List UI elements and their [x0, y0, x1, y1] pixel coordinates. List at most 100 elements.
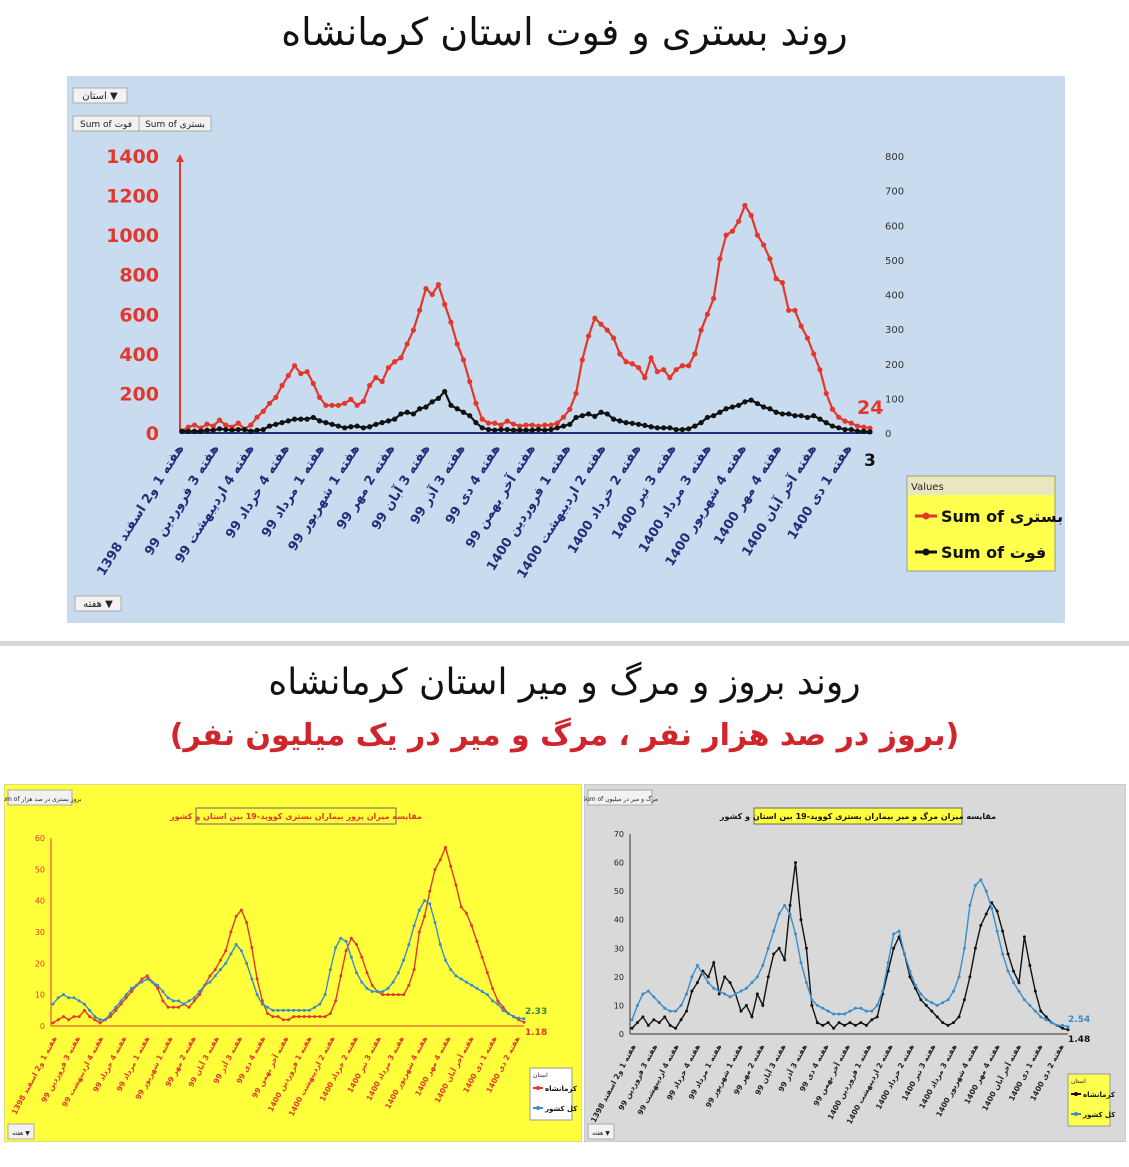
series-country-point — [271, 1008, 275, 1012]
series-country-point — [903, 952, 906, 956]
series-country-point — [218, 968, 222, 972]
series-death-point — [767, 406, 773, 412]
legend-swatch-marker — [536, 1086, 540, 1090]
series-death-point — [417, 406, 423, 412]
series-hospitalization-point — [617, 351, 623, 357]
series-kermanshah-point — [815, 1021, 819, 1025]
series-kermanshah-point — [957, 1015, 961, 1019]
series-country-point — [962, 946, 966, 950]
series-death-point — [517, 427, 523, 433]
legend-item-label: کل کشور — [1082, 1111, 1116, 1119]
legend-title: استان — [1071, 1078, 1086, 1085]
series-hospitalization-point — [423, 285, 429, 292]
series-country-point — [739, 989, 743, 993]
series-kermanshah-point — [984, 912, 988, 916]
series-death-point — [385, 418, 391, 424]
series-kermanshah-point — [1022, 935, 1026, 939]
series-country-point — [140, 980, 144, 984]
series-country-point — [630, 1018, 634, 1022]
series-country-point — [755, 975, 759, 979]
series-hospitalization-point — [773, 276, 779, 282]
series-country-point — [1055, 1023, 1059, 1027]
series-kermanshah-point — [728, 981, 732, 985]
series-country-point — [386, 986, 390, 990]
series-kermanshah-point — [438, 858, 442, 862]
legend — [529, 1067, 573, 1121]
series-kermanshah-point — [799, 918, 803, 922]
series-kermanshah-point — [234, 914, 238, 918]
series-death-point — [617, 418, 623, 424]
y-tick-label: 60 — [35, 834, 45, 843]
series-hospitalization-point — [623, 359, 629, 365]
series-kermanshah-point — [706, 975, 710, 979]
series-death-point — [260, 426, 266, 433]
series-country-point — [517, 1016, 521, 1020]
series-country-point — [360, 980, 364, 984]
y-tick-label: 30 — [35, 928, 45, 937]
field-button[interactable] — [7, 789, 73, 806]
series-kermanshah-point — [119, 1002, 123, 1006]
series-country-point — [485, 993, 489, 997]
series-country-point — [433, 921, 437, 925]
series-country-point — [292, 1008, 296, 1012]
series-kermanshah-point — [522, 1020, 526, 1024]
field-button[interactable] — [587, 789, 653, 806]
series-kermanshah-point — [794, 861, 797, 865]
chart-title-box — [195, 807, 397, 825]
series-country-point — [93, 1015, 97, 1019]
chart1-title: روند بستری و فوت استان کرمانشاه — [281, 10, 848, 54]
chart2-section-title: روند بروز و مرگ و میر استان کرمانشاه — [268, 662, 861, 703]
field-button-hospitalization[interactable] — [138, 115, 212, 132]
series-country-point — [224, 961, 228, 965]
series-hospitalization-point — [711, 295, 717, 302]
series-kermanshah-point — [968, 975, 972, 979]
y-right-tick-label: 100 — [885, 394, 904, 405]
series-hospitalization-point — [410, 327, 417, 333]
series-hospitalization-point — [273, 394, 279, 400]
series-hospitalization-point — [542, 422, 548, 428]
legend-item-label: کرمانشاه — [545, 1085, 578, 1093]
week-axis-button-label: هفته ▼ — [592, 1130, 610, 1137]
series-hospitalization-point — [492, 420, 498, 426]
series-hospitalization-point — [298, 371, 304, 377]
series-kermanshah-point — [407, 983, 411, 987]
series-country-point — [396, 971, 400, 975]
series-country-point — [161, 990, 165, 994]
week-axis-button[interactable] — [74, 595, 122, 612]
week-axis-button[interactable] — [7, 1123, 35, 1140]
series-hospitalization-point — [385, 365, 391, 371]
series-death-point — [729, 404, 736, 410]
chart-title: مقایسه میزان مرگ و میر بیماران بستری کوو… — [719, 811, 996, 821]
series-hospitalization-point — [467, 378, 473, 385]
series-kermanshah-point — [1017, 981, 1021, 985]
end-label-kermanshah: 1.48 — [1068, 1035, 1090, 1045]
series-country-point — [454, 974, 458, 978]
series-hospitalization-point — [291, 363, 298, 369]
series-country-point — [995, 929, 999, 933]
series-country-point — [913, 983, 917, 987]
week-axis-button-label: هفته ▼ — [12, 1130, 30, 1137]
series-country-point — [438, 943, 442, 947]
series-hospitalization-point — [317, 394, 323, 400]
series-country-point — [77, 999, 81, 1003]
series-country-point — [192, 996, 196, 1000]
series-kermanshah-point — [297, 1015, 301, 1019]
series-kermanshah-point — [339, 974, 343, 978]
series-death-point — [711, 413, 717, 419]
province-filter-button[interactable] — [72, 87, 128, 104]
series-country-point — [135, 983, 139, 987]
series-kermanshah-point — [459, 905, 463, 909]
series-hospitalization-point — [585, 333, 592, 339]
series-country-point — [323, 993, 327, 997]
series-hospitalization-point — [554, 420, 560, 426]
series-country-point — [417, 908, 421, 912]
series-country-point — [635, 1003, 639, 1007]
week-axis-button[interactable] — [587, 1123, 615, 1140]
series-death-point — [398, 411, 404, 417]
series-death-point — [435, 395, 442, 401]
series-country-point — [853, 1006, 857, 1010]
series-death-point — [867, 429, 873, 435]
series-kermanshah-point — [218, 958, 222, 962]
y-right-tick-label: 300 — [885, 325, 904, 336]
series-death-point — [823, 420, 829, 426]
